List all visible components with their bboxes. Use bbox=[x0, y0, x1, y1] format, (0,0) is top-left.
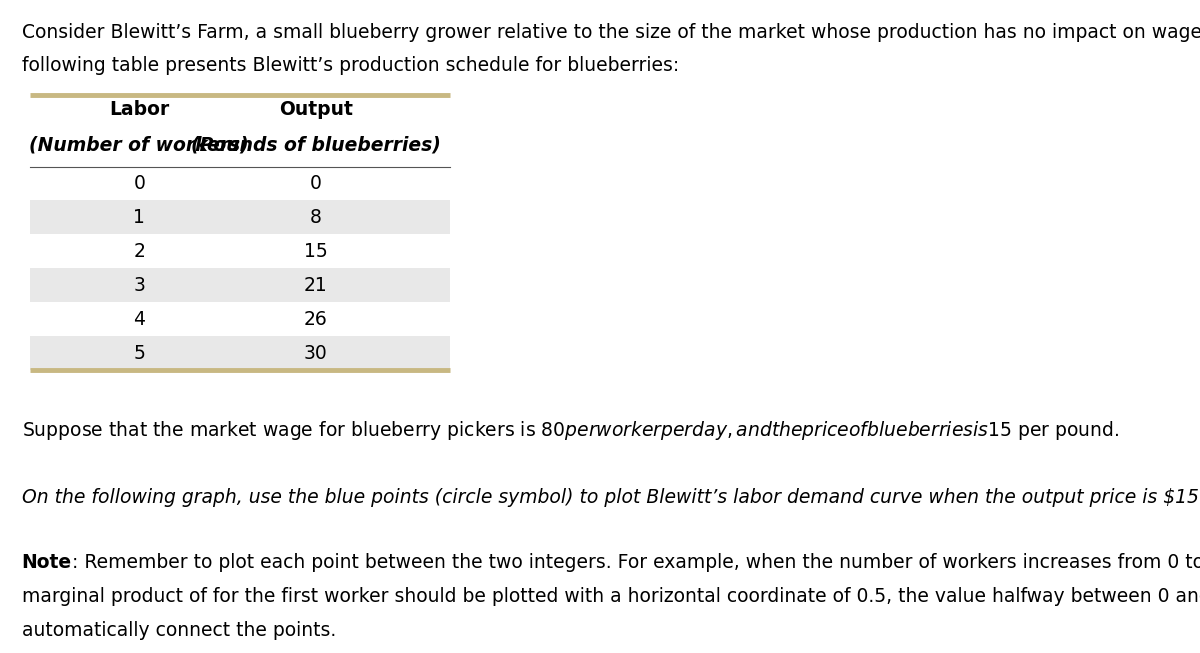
Text: 0: 0 bbox=[310, 174, 322, 193]
Text: 4: 4 bbox=[133, 310, 145, 329]
Text: Labor: Labor bbox=[109, 100, 169, 119]
Text: 21: 21 bbox=[304, 276, 328, 295]
Text: : Remember to plot each point between the two integers. For example, when the nu: : Remember to plot each point between th… bbox=[72, 553, 1200, 572]
Text: Note: Note bbox=[22, 553, 72, 572]
Text: 8: 8 bbox=[310, 208, 322, 227]
Text: 0: 0 bbox=[133, 174, 145, 193]
Text: 2: 2 bbox=[133, 242, 145, 261]
Text: automatically connect the points.: automatically connect the points. bbox=[22, 621, 336, 640]
Text: 5: 5 bbox=[133, 343, 145, 363]
Text: 1: 1 bbox=[133, 208, 145, 227]
FancyBboxPatch shape bbox=[30, 336, 450, 370]
FancyBboxPatch shape bbox=[30, 200, 450, 234]
Text: 15: 15 bbox=[304, 242, 328, 261]
Text: marginal product of for the first worker should be plotted with a horizontal coo: marginal product of for the first worker… bbox=[22, 587, 1200, 606]
Text: 30: 30 bbox=[304, 343, 328, 363]
FancyBboxPatch shape bbox=[30, 268, 450, 302]
Text: (Number of workers): (Number of workers) bbox=[29, 136, 250, 155]
Text: On the following graph, use the blue points (circle symbol) to plot Blewitt’s la: On the following graph, use the blue poi… bbox=[22, 488, 1200, 507]
Text: Consider Blewitt’s Farm, a small blueberry grower relative to the size of the ma: Consider Blewitt’s Farm, a small blueber… bbox=[22, 23, 1200, 42]
Text: following table presents Blewitt’s production schedule for blueberries:: following table presents Blewitt’s produ… bbox=[22, 56, 679, 74]
Text: 3: 3 bbox=[133, 276, 145, 295]
Text: (Pounds of blueberries): (Pounds of blueberries) bbox=[191, 136, 440, 155]
Text: 26: 26 bbox=[304, 310, 328, 329]
Text: Output: Output bbox=[278, 100, 353, 119]
Text: Suppose that the market wage for blueberry pickers is $80 per worker per day, an: Suppose that the market wage for blueber… bbox=[22, 419, 1118, 442]
